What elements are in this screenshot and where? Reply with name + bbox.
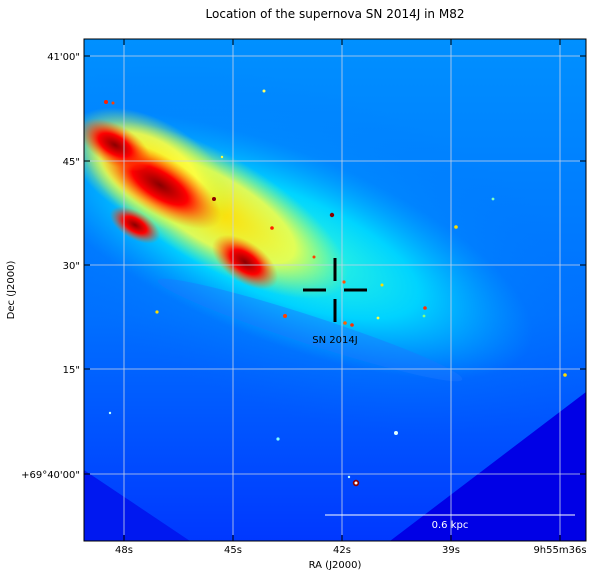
- off-detector-lower-left: [84, 470, 190, 541]
- y-tick-label: 41'00": [47, 52, 80, 63]
- y-tick-labels: 41'00" 45" 30" 15" +69°40'00": [21, 52, 80, 481]
- axes-frame: [83, 38, 587, 542]
- galaxy-image: [84, 39, 586, 541]
- supernova-label: SN 2014J: [312, 335, 357, 346]
- core-region-3: [211, 234, 279, 290]
- figure-title: Location of the supernova SN 2014J in M8…: [206, 7, 465, 21]
- tick-marks: [84, 39, 586, 541]
- x-tick-label: 48s: [115, 545, 133, 556]
- core-region-2: [84, 118, 152, 172]
- supernova-crosshair: [303, 258, 367, 322]
- x-tick-label: 9h55m36s: [533, 545, 586, 556]
- y-tick-label: 15": [63, 365, 80, 376]
- x-tick-label: 42s: [333, 545, 351, 556]
- off-detector-lower-right: [390, 392, 586, 541]
- dust-lane: [157, 278, 463, 382]
- y-tick-label: +69°40'00": [21, 470, 80, 481]
- y-axis-label: Dec (J2000): [6, 261, 17, 320]
- x-tick-labels: 48s 45s 42s 39s 9h55m36s: [115, 545, 587, 556]
- y-tick-label: 30": [63, 261, 80, 272]
- core-region-4: [109, 206, 161, 244]
- y-tick-label: 45": [63, 157, 80, 168]
- scale-bar-label: 0.6 kpc: [432, 520, 469, 531]
- coordinate-grid: [84, 39, 586, 541]
- x-tick-label: 39s: [442, 545, 460, 556]
- point-sources: [104, 89, 567, 487]
- x-tick-label: 45s: [224, 545, 242, 556]
- x-axis-label: RA (J2000): [309, 560, 362, 571]
